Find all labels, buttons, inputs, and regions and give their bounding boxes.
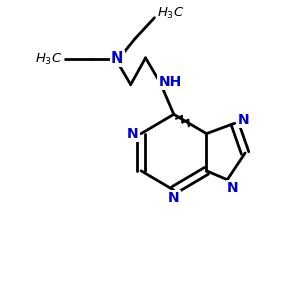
Text: $H_3C$: $H_3C$ xyxy=(157,6,184,21)
Text: N: N xyxy=(127,127,139,141)
Text: N: N xyxy=(168,191,180,206)
Text: N: N xyxy=(227,181,239,195)
Text: N: N xyxy=(238,113,249,127)
Text: $H_3C$: $H_3C$ xyxy=(35,52,63,67)
Text: NH: NH xyxy=(158,75,182,88)
Text: N: N xyxy=(111,51,124,66)
